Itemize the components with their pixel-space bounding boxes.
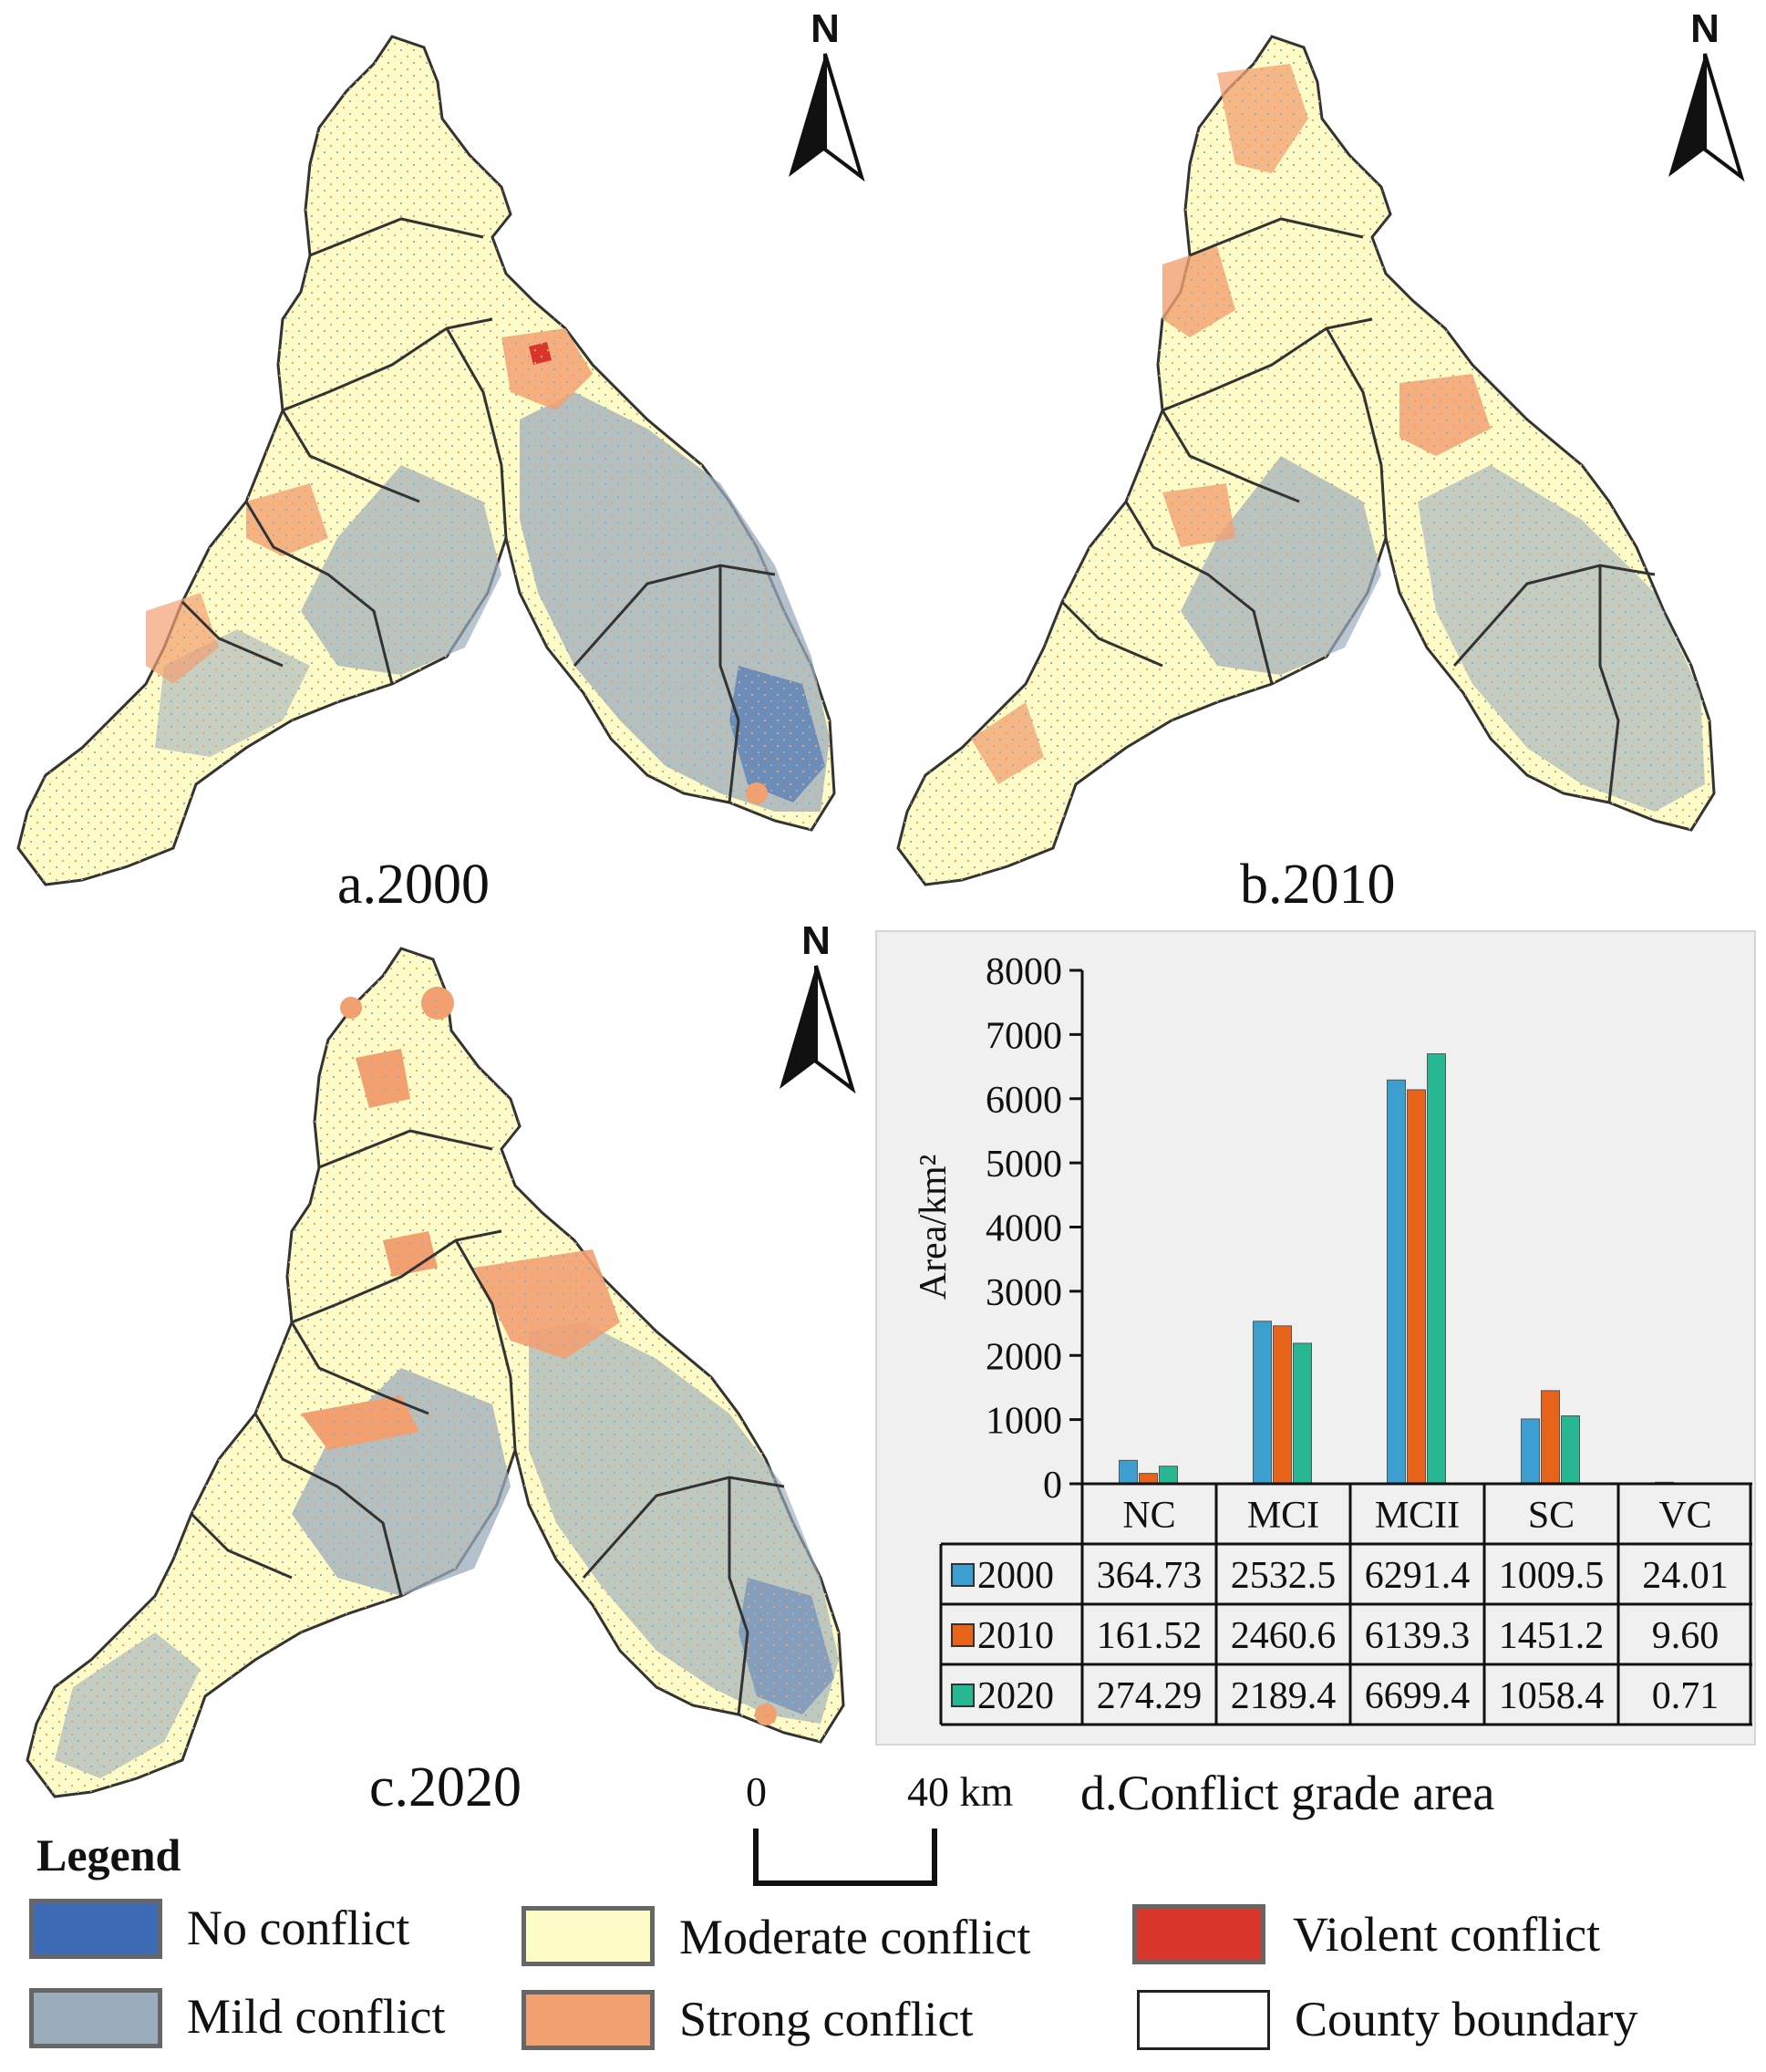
data-cell: 2189.4 xyxy=(1231,1675,1337,1717)
y-tick-label: 2000 xyxy=(986,1336,1062,1378)
chart-caption: d.Conflict grade area xyxy=(1080,1766,1495,1820)
y-tick-label: 8000 xyxy=(986,951,1062,993)
category-label: SC xyxy=(1528,1495,1575,1537)
category-label: MCI xyxy=(1247,1495,1319,1537)
north-label: N xyxy=(801,918,831,963)
bar-2020-SC xyxy=(1561,1415,1580,1485)
map-label-b: b.2010 xyxy=(1240,854,1396,916)
bar-2010-MCI xyxy=(1273,1325,1292,1485)
legend-swatch-violent-conflict xyxy=(1132,1904,1265,1964)
legend-key-2010 xyxy=(951,1623,975,1647)
data-cell: 2460.6 xyxy=(1231,1615,1337,1657)
legend-swatch-moderate-conflict xyxy=(522,1906,655,1966)
north-arrow-a: N xyxy=(780,9,871,192)
legend-label-county-boundary: County boundary xyxy=(1295,1992,1638,2046)
county-boundaries-2000 xyxy=(181,217,776,803)
legend-swatch-no-conflict xyxy=(29,1899,162,1959)
category-label: VC xyxy=(1658,1495,1711,1537)
data-cell: 1009.5 xyxy=(1499,1555,1605,1597)
north-arrow-b: N xyxy=(1659,9,1751,192)
legend-swatch-mild-conflict xyxy=(29,1988,162,2048)
legend-swatch-county-boundary xyxy=(1137,1990,1270,2050)
map-label-c: c.2020 xyxy=(369,1756,522,1818)
y-tick-label: 7000 xyxy=(986,1015,1062,1057)
map-2000 xyxy=(16,35,836,886)
y-tick-label: 5000 xyxy=(986,1144,1062,1186)
bar-chart: 0 1000 2000 3000 4000 5000 6000 7000 8000 Area/km… xyxy=(913,951,1752,1726)
bar-2000-MCII xyxy=(1387,1079,1406,1485)
y-tick-label: 4000 xyxy=(986,1208,1062,1250)
chart-panel: 0 1000 2000 3000 4000 5000 6000 7000 8000 Area/km… xyxy=(875,930,1756,1746)
map-2020 xyxy=(26,947,845,1798)
data-cell: 1058.4 xyxy=(1499,1675,1605,1717)
bar-2010-NC xyxy=(1139,1473,1158,1485)
data-cell: 274.29 xyxy=(1097,1675,1203,1717)
region-speckle-2020 xyxy=(27,948,843,1797)
category-label: MCII xyxy=(1375,1495,1460,1537)
data-cell: 161.52 xyxy=(1097,1615,1203,1657)
bar-2000-MCI xyxy=(1253,1321,1272,1485)
legend-key-2000 xyxy=(951,1563,975,1587)
map-2010 xyxy=(896,35,1716,886)
map-label-a: a.2000 xyxy=(337,854,491,916)
region-speckle-2010 xyxy=(898,36,1714,885)
scale-bar xyxy=(753,1829,937,1886)
y-tick-label: 0 xyxy=(1043,1465,1062,1507)
legend-title: Legend xyxy=(36,1829,181,1880)
region-speckle-2000 xyxy=(18,36,834,885)
y-tick-label: 6000 xyxy=(986,1080,1062,1122)
north-label: N xyxy=(811,6,840,51)
y-axis-label: Area/km² xyxy=(913,1155,955,1300)
data-cell: 1451.2 xyxy=(1499,1615,1605,1657)
data-cell: 364.73 xyxy=(1097,1555,1203,1597)
series-name-2010: 2010 xyxy=(977,1615,1054,1657)
data-cell: 0.71 xyxy=(1652,1675,1720,1717)
bar-2020-NC xyxy=(1159,1466,1178,1485)
bar-2000-SC xyxy=(1521,1418,1540,1485)
legend-label-mild-conflict: Mild conflict xyxy=(187,1989,446,2044)
data-cell: 6699.4 xyxy=(1365,1675,1471,1717)
north-arrow-c: N xyxy=(770,921,862,1103)
data-cell: 6291.4 xyxy=(1365,1555,1471,1597)
y-tick-label: 3000 xyxy=(986,1272,1062,1314)
data-cell: 2532.5 xyxy=(1231,1555,1337,1597)
legend-swatch-strong-conflict xyxy=(522,1990,655,2050)
legend-key-2020 xyxy=(951,1684,975,1707)
legend-label-no-conflict: No conflict xyxy=(187,1901,410,1955)
bar-2000-NC xyxy=(1119,1459,1138,1485)
legend-label-moderate-conflict: Moderate conflict xyxy=(679,1910,1031,1964)
county-boundaries-2010 xyxy=(1060,217,1656,803)
y-tick-label: 1000 xyxy=(986,1401,1062,1443)
scale-start-label: 0 xyxy=(746,1768,767,1815)
bar-2020-MCI xyxy=(1293,1342,1312,1485)
legend-label-violent-conflict: Violent conflict xyxy=(1293,1907,1601,1962)
county-boundaries-2020 xyxy=(190,1129,785,1715)
series-name-2020: 2020 xyxy=(977,1675,1054,1717)
bar-2020-MCII xyxy=(1427,1053,1446,1485)
scale-end-label: 40 km xyxy=(907,1768,1014,1815)
bar-2010-SC xyxy=(1541,1390,1560,1485)
north-label: N xyxy=(1690,6,1720,51)
data-cell: 9.60 xyxy=(1652,1615,1720,1657)
north-arrow-icon xyxy=(1668,53,1745,182)
bar-2010-MCII xyxy=(1407,1089,1426,1485)
data-cell: 6139.3 xyxy=(1365,1615,1471,1657)
data-cell: 24.01 xyxy=(1642,1555,1729,1597)
series-name-2000: 2000 xyxy=(977,1555,1054,1597)
north-arrow-icon xyxy=(780,965,856,1094)
north-arrow-icon xyxy=(789,53,865,182)
legend-label-strong-conflict: Strong conflict xyxy=(679,1992,974,2046)
category-label: NC xyxy=(1122,1495,1175,1537)
